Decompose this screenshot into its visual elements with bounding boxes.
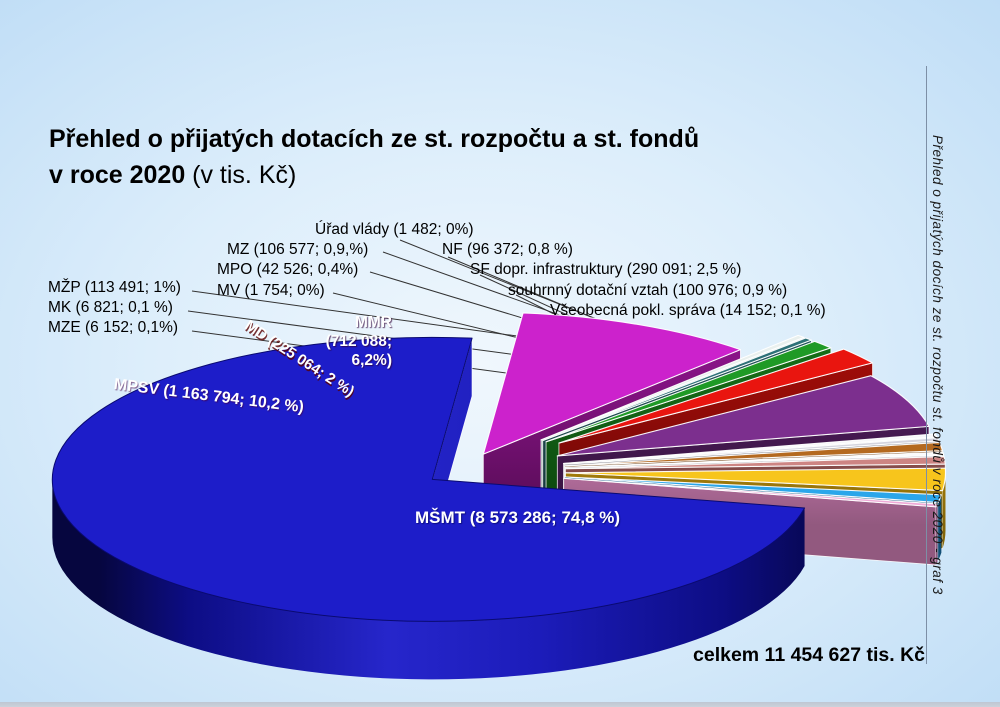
side-caption: Přehled o přijatých docích ze st. rozpoč… — [926, 66, 945, 664]
label-mze: MZE (6 152; 0,1%) — [48, 319, 179, 336]
slice-uradvlady-top — [564, 451, 945, 468]
label-vseobecna-pokl-sprava: Všeobecná pokl. správa (14 152; 0,1 %) — [550, 302, 826, 319]
total-label: celkem 11 454 627 tis. Kč — [693, 644, 926, 666]
slice-msmt — [51, 336, 806, 680]
label-sf-dopr-infrastruktury: SF dopr. infrastruktury (290 091; 2,5 %) — [470, 261, 742, 278]
slice-souhrnny-top — [563, 476, 942, 504]
slice-mze-top — [540, 334, 805, 441]
slice-label-msmt: MŠMT (8 573 286; 74,8 %) — [415, 508, 621, 527]
label-mz: MZ (106 577; 0,9,%) — [227, 241, 369, 258]
slice-mv-top — [563, 433, 938, 464]
slice-label-mmr-line3: 6,2%) — [351, 352, 393, 369]
slice-msmt-rim — [52, 479, 805, 680]
slice-mmr-top — [556, 375, 930, 457]
slice-mpsv-top — [482, 312, 741, 455]
slice-msmt-top — [51, 336, 806, 622]
slice-souhrnny-rim — [938, 494, 942, 561]
slice-sf-top — [564, 467, 947, 492]
slice-vseobecna-top — [563, 477, 939, 508]
label-mpo: MPO (42 526; 0,4%) — [217, 261, 359, 278]
side-caption-text: Přehled o přijatých docích ze st. rozpoč… — [930, 135, 945, 595]
slice-nf-top — [564, 456, 946, 470]
slice-label-mmr-line1: MMR — [354, 314, 392, 331]
label-mk: MK (6 821; 0,1 %) — [48, 299, 173, 316]
label-souhrnny-dotacni-vztah: souhrnný dotační vztah (100 976; 0,9 %) — [508, 282, 788, 299]
slice-label-mmr: MMR (712 088; 6,2%) — [288, 313, 392, 370]
label-urad-vlady: Úřad vlády (1 482; 0%) — [315, 221, 474, 238]
slice-label-mmr-line2: (712 088; — [325, 333, 392, 350]
bottom-edge — [0, 702, 1000, 707]
slice-mpo-top — [563, 437, 940, 465]
slice-sf-rim — [942, 472, 946, 549]
label-nf: NF (96 372; 0,8 %) — [442, 241, 573, 258]
slice-mzp-top — [545, 340, 832, 443]
chart-title-line2-unit: (v tis. Kč) — [185, 161, 297, 189]
slice-mk-top — [542, 337, 812, 442]
slice-mz-top — [564, 441, 944, 467]
label-mv: MV (1 754; 0%) — [217, 282, 325, 299]
chart-title-line2-bold: v roce 2020 — [49, 161, 186, 189]
slice-vseobecna-rim — [935, 503, 938, 565]
chart-title: Přehled o přijatých dotacích ze st. rozp… — [49, 121, 699, 193]
slice-md-top — [558, 348, 874, 444]
chart-title-line1: Přehled o přijatých dotacích ze st. rozp… — [49, 125, 700, 153]
label-mzp: MŽP (113 491; 1%) — [48, 279, 181, 296]
